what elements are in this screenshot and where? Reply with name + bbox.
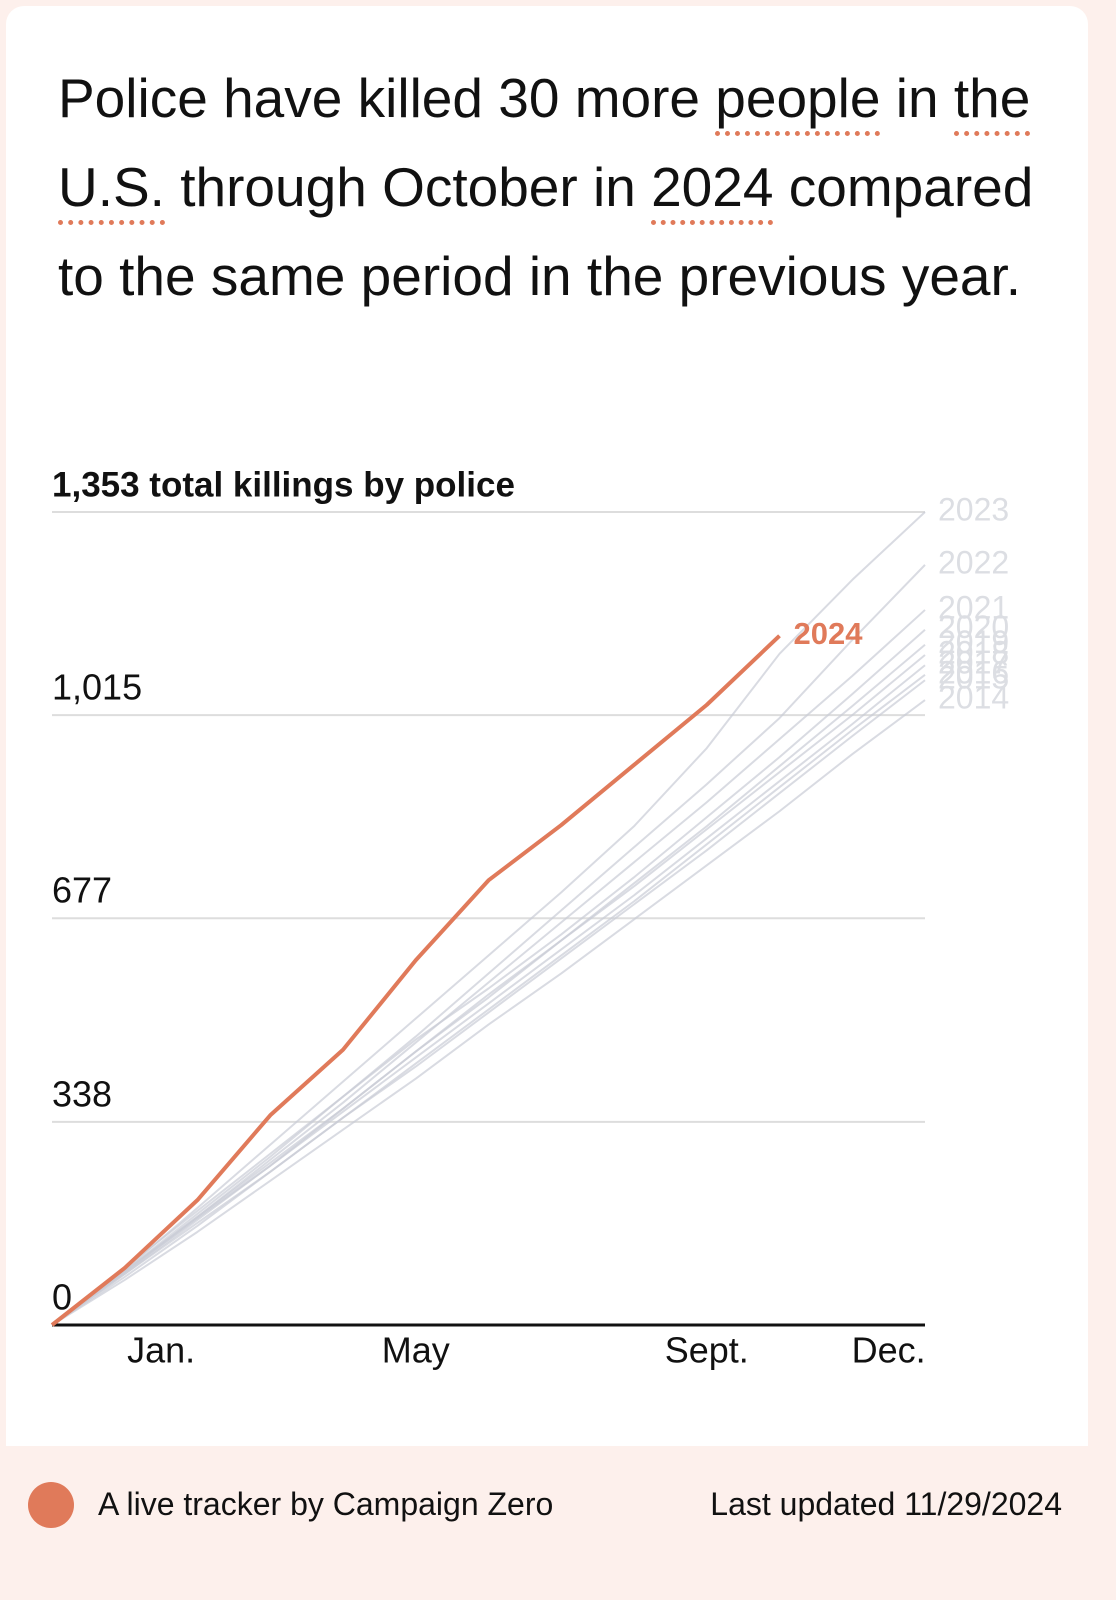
x-tick-label: Sept. xyxy=(665,1330,749,1371)
headline-text: Police have killed 30 more xyxy=(58,67,701,129)
series-line xyxy=(50,634,781,1327)
series-label: 2020 xyxy=(938,609,1009,645)
series-label: 2023 xyxy=(938,491,1009,527)
series-line xyxy=(51,674,926,1326)
y-tick-label: 338 xyxy=(52,1073,112,1114)
series-line xyxy=(51,699,926,1326)
series-label: 2019 xyxy=(938,624,1009,660)
headline-text: through October in xyxy=(180,156,636,218)
series-label: 2015 xyxy=(938,660,1009,696)
series-label: 2018 xyxy=(938,634,1009,670)
footer: A live tracker by Campaign Zero Last upd… xyxy=(0,1446,1116,1600)
chart-subtitle: 1,353 total killings by police xyxy=(52,465,515,504)
chart: 0 338 677 1,015 1,353 total killings by poli… xyxy=(50,465,1009,1371)
headline-text: compared to the same period in the previ… xyxy=(58,156,1034,307)
y-tick-label: 0 xyxy=(52,1277,72,1318)
credit[interactable]: A live tracker by Campaign Zero xyxy=(98,1486,554,1522)
card: Police have killed 30 more people in the… xyxy=(6,6,1088,1446)
series-line xyxy=(51,564,926,1326)
series-label: 2024 xyxy=(794,616,864,651)
logo-dot xyxy=(28,1482,74,1528)
last-updated: Last updated 11/29/2024 xyxy=(710,1486,1062,1522)
place-selector[interactable]: the U.S. xyxy=(58,67,1031,225)
series-label: 2017 xyxy=(938,645,1009,681)
series-label: 2021 xyxy=(938,589,1009,625)
y-tick-label: 677 xyxy=(52,870,112,911)
series-line xyxy=(51,609,926,1326)
series-line xyxy=(51,644,926,1326)
series-label: 2022 xyxy=(938,544,1009,580)
x-tick-label: Jan. xyxy=(127,1330,195,1371)
headline: Police have killed 30 more people in the… xyxy=(58,54,1068,321)
series-line xyxy=(51,511,926,1326)
series-line xyxy=(51,629,926,1326)
x-tick-label: May xyxy=(382,1330,450,1371)
headline-text: in xyxy=(895,67,939,129)
series-label: 2014 xyxy=(938,680,1009,716)
series-line xyxy=(51,679,926,1326)
y-tick-label: 1,015 xyxy=(52,667,142,708)
series-label: 2016 xyxy=(938,654,1009,690)
x-tick-label: Dec. xyxy=(852,1330,926,1371)
group-selector[interactable]: people xyxy=(715,67,881,136)
year-selector[interactable]: 2024 xyxy=(651,156,774,225)
